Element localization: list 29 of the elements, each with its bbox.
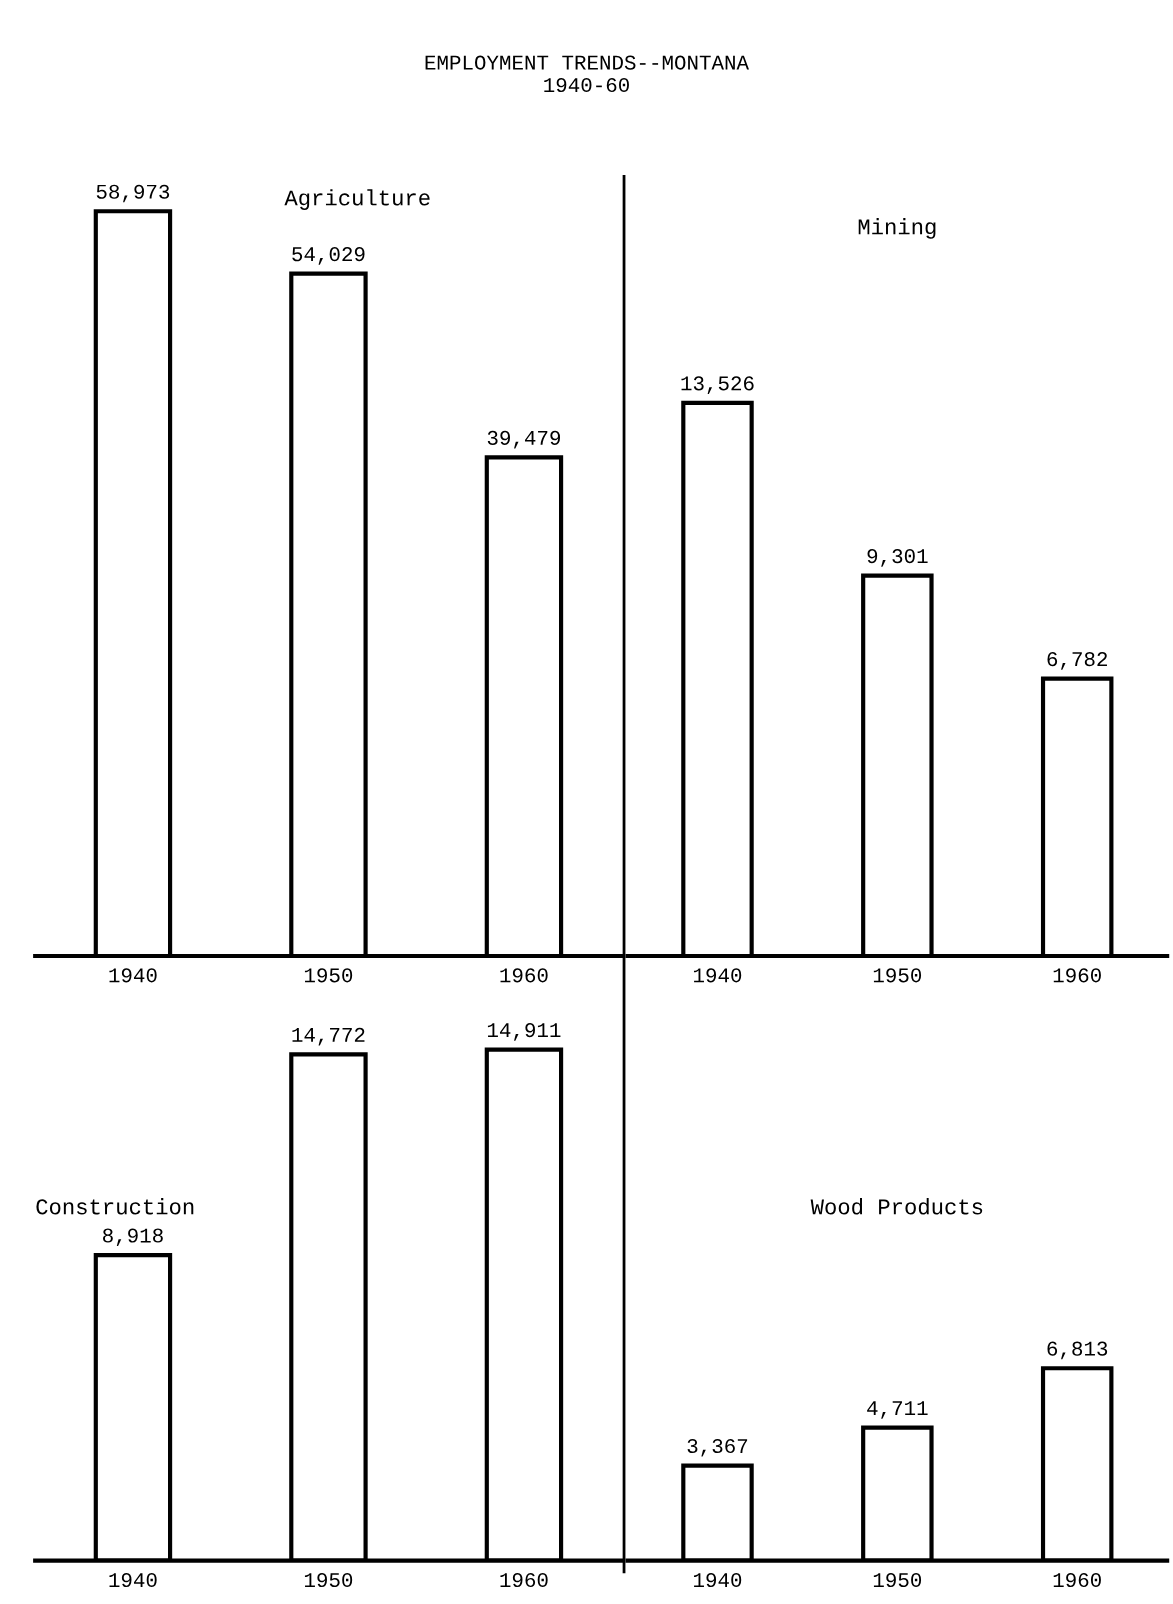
data-label: 58,973 [96, 184, 170, 203]
data-label: 9,301 [867, 549, 928, 567]
data-label: 6,782 [1047, 652, 1107, 670]
chart-title: Agriculture [284, 189, 430, 210]
x-tick-label: 1950 [873, 968, 922, 983]
data-label: 8,918 [103, 1228, 163, 1247]
x-tick-label: 1960 [1053, 1572, 1101, 1588]
data-label: 3,367 [687, 1438, 748, 1457]
data-label: 13,526 [681, 376, 754, 394]
x-tick-label: 1940 [693, 1572, 742, 1588]
data-label: 54,029 [292, 247, 365, 265]
data-label: 6,813 [1047, 1341, 1108, 1360]
x-tick-label: 1940 [693, 968, 742, 983]
chart-title: Wood Products [810, 1198, 983, 1215]
x-tick-label: 1960 [1053, 968, 1101, 983]
x-tick-label: 1950 [873, 1572, 922, 1588]
data-label: 4,711 [867, 1401, 928, 1419]
data-label: 14,772 [292, 1027, 365, 1046]
text: EMPLOYMENT TRENDS--MONTANA 1940-60 [425, 55, 749, 93]
x-tick-label: 1960 [500, 968, 548, 983]
x-tick-label: 1950 [304, 1572, 353, 1588]
data-label: 39,479 [487, 430, 560, 449]
x-tick-label: 1960 [500, 1572, 548, 1588]
x-tick-label: 1940 [109, 968, 157, 983]
x-tick-label: 1950 [304, 968, 353, 983]
chart-title: Mining [858, 218, 936, 239]
data-label: 14,911 [487, 1023, 561, 1041]
x-tick-label: 1940 [109, 1572, 157, 1588]
text: Construction [36, 1198, 194, 1215]
